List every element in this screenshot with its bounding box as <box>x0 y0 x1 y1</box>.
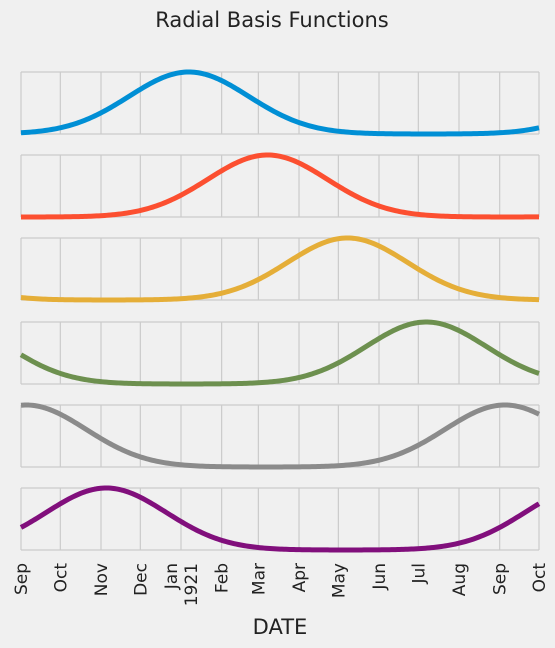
series-line-2 <box>20 152 540 220</box>
x-tick-label: Aug <box>450 563 470 596</box>
series-line-5 <box>20 402 541 470</box>
x-tick-label: Apr <box>290 563 310 592</box>
series-line-1 <box>20 69 540 137</box>
panel-2 <box>20 152 540 220</box>
series-line-3 <box>20 235 540 303</box>
x-tick-label: Dec <box>131 563 151 596</box>
series-line-4 <box>19 319 540 387</box>
x-tick-label: Feb <box>213 563 233 593</box>
panel-4 <box>19 319 540 387</box>
panel-1 <box>20 69 540 137</box>
x-tick-label: Jul <box>409 563 429 585</box>
x-tick-label: Mar <box>249 563 269 595</box>
chart-title: Radial Basis Functions <box>155 8 388 32</box>
series-line-6 <box>19 485 541 553</box>
x-tick-label: Oct <box>51 563 71 593</box>
x-tick-label: Jan1921 <box>162 563 202 606</box>
x-tick-label: Sep <box>12 563 32 595</box>
panels <box>19 69 541 553</box>
x-tick-label: Oct <box>530 563 550 593</box>
x-tick-label: Sep <box>491 563 511 595</box>
panel-6 <box>19 485 541 553</box>
x-tick-label: May <box>329 563 349 598</box>
x-tick-label: Jun <box>370 563 390 591</box>
panel-3 <box>20 235 540 303</box>
x-tick-label: Nov <box>92 563 112 596</box>
x-axis-label: DATE <box>253 615 308 639</box>
x-tick-labels: Sep Oct Nov Dec Jan1921 Feb Mar Apr May Jun Jul Aug… <box>12 563 550 607</box>
panel-5 <box>20 402 541 470</box>
